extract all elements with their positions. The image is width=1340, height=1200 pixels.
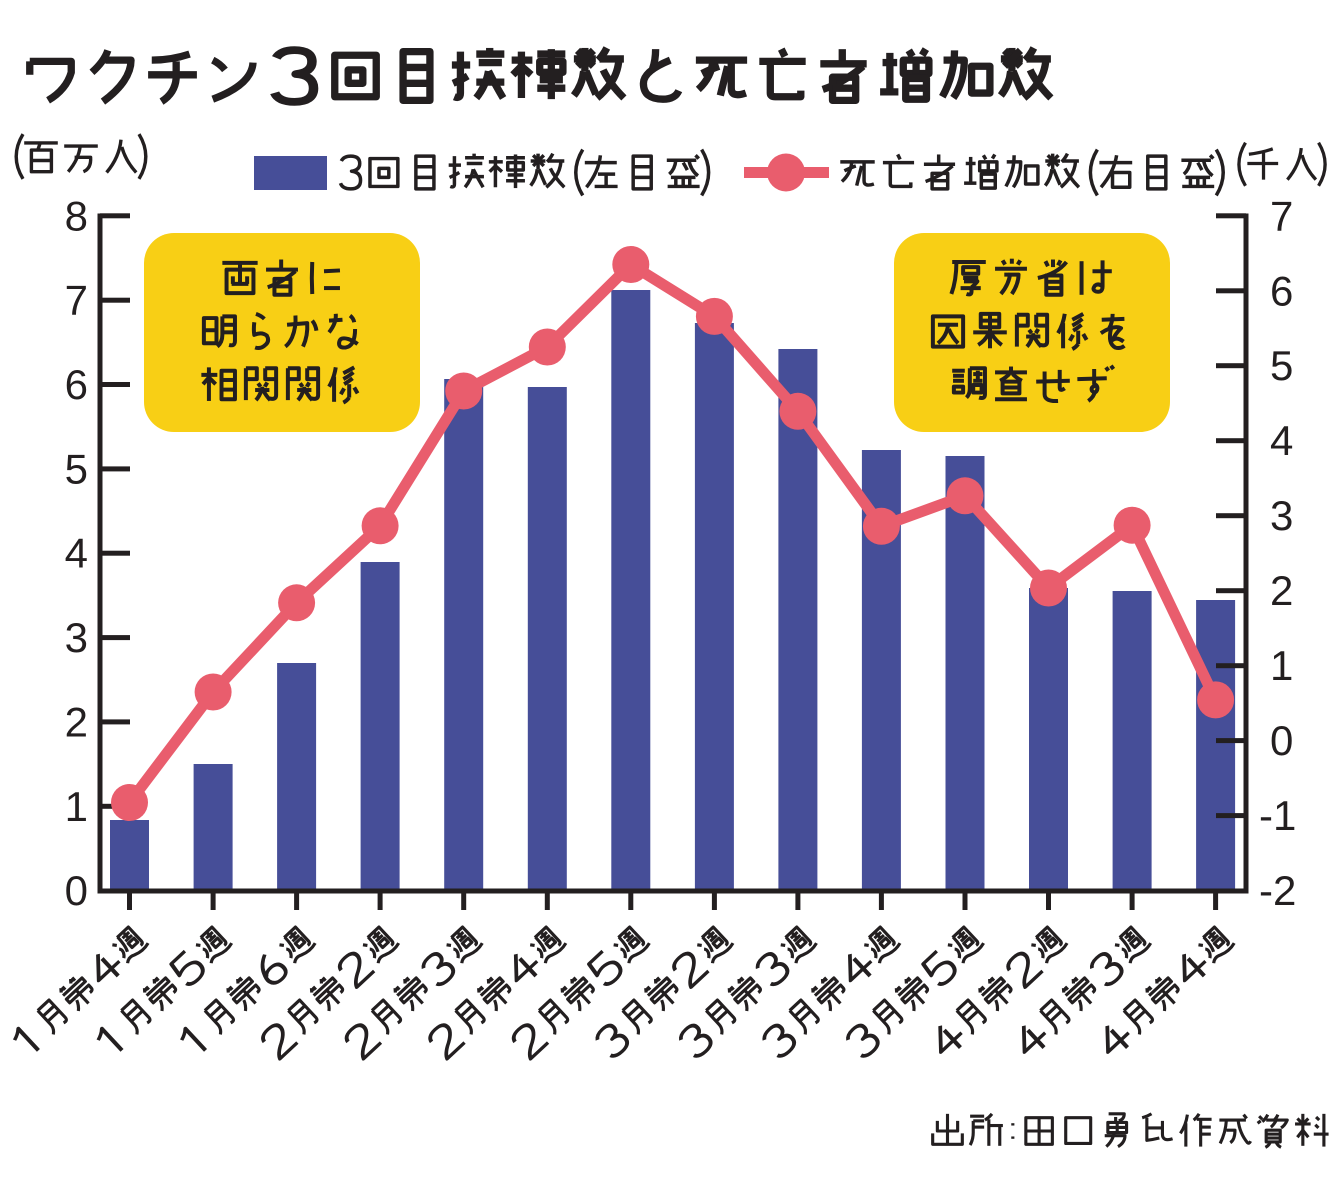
svg-text:2: 2 [65, 698, 88, 745]
svg-text:4: 4 [1270, 417, 1293, 464]
svg-text:2: 2 [1270, 567, 1293, 614]
svg-text:5: 5 [65, 445, 88, 492]
svg-text:6: 6 [65, 361, 88, 408]
svg-text:6: 6 [1270, 267, 1293, 314]
svg-text:4: 4 [65, 530, 88, 577]
svg-text:1: 1 [65, 783, 88, 830]
svg-text:1: 1 [1270, 642, 1293, 689]
svg-text:7: 7 [65, 277, 88, 324]
svg-text:5: 5 [1270, 342, 1293, 389]
svg-text:3: 3 [1270, 492, 1293, 539]
svg-text:8: 8 [65, 192, 88, 239]
svg-text:-1: -1 [1259, 792, 1296, 839]
svg-text:7: 7 [1270, 192, 1293, 239]
svg-text:3: 3 [65, 614, 88, 661]
svg-text:-2: -2 [1259, 867, 1296, 914]
svg-text:0: 0 [1270, 717, 1293, 764]
svg-text:0: 0 [65, 867, 88, 914]
